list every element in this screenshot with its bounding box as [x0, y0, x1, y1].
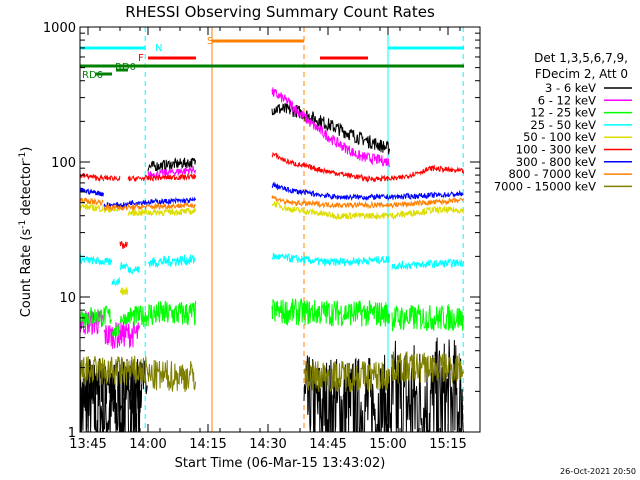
legend-entry-label-1: 6 - 12 keV — [538, 93, 596, 107]
series-line-2-6 — [391, 303, 464, 332]
x-tick-label-6: 15:15 — [429, 437, 466, 452]
series-line-8-3 — [391, 351, 464, 384]
legend-entry-label-7: 800 - 7000 keV — [508, 167, 596, 181]
series-line-5-0 — [79, 172, 104, 183]
series-line-8-0 — [79, 355, 149, 387]
series-line-1-1 — [103, 322, 121, 349]
legend-entry-label-8: 7000 - 15000 keV — [494, 179, 596, 193]
series-line-2-0 — [79, 305, 113, 327]
legend-entry-label-0: 3 - 6 keV — [545, 81, 596, 95]
series-line-2-1 — [111, 323, 121, 337]
series-line-7-3 — [271, 195, 464, 210]
y-axis: 1 10 100 1000 — [43, 21, 480, 441]
series-line-3-2 — [119, 261, 129, 270]
series-line-0-5 — [271, 102, 391, 155]
series-1 — [79, 87, 391, 349]
series-line-2-3 — [127, 305, 149, 328]
legend-entry-label-4: 50 - 100 keV — [523, 130, 596, 144]
series-line-2-4 — [147, 300, 196, 327]
series-line-0-3 — [391, 337, 464, 433]
timestamp: 26-Oct-2021 20:50 — [560, 467, 636, 476]
chart-title: RHESSI Observing Summary Count Rates — [125, 3, 435, 21]
series-line-5-3 — [127, 172, 197, 183]
x-tick-label-1: 14:00 — [129, 437, 166, 452]
series-line-3-3 — [127, 265, 141, 275]
y-tick-label-1: 10 — [59, 291, 76, 306]
status-label-rd0: RD0 — [115, 62, 136, 73]
y-tick-label-2: 100 — [51, 156, 76, 171]
status-label-f: F — [138, 53, 144, 64]
series-8 — [79, 351, 464, 393]
series-4 — [79, 201, 464, 296]
series-7 — [79, 195, 464, 212]
series-5 — [79, 151, 464, 249]
series-line-3-5 — [271, 252, 391, 267]
series-line-7-0 — [79, 197, 104, 207]
series-line-1-0 — [79, 310, 104, 335]
series-line-4-2 — [119, 286, 129, 296]
series-line-2-5 — [271, 298, 391, 327]
series-line-0-4 — [147, 157, 196, 172]
series-line-8-2 — [303, 360, 391, 393]
legend-header-line-1: Det 1,3,5,6,7,9, — [534, 51, 628, 65]
plot-area: NF S RD0 RD6 — [79, 27, 464, 433]
status-label-s: S — [207, 36, 213, 47]
series-line-3-0 — [79, 253, 113, 267]
legend-entry-label-5: 100 - 300 keV — [516, 143, 596, 157]
series-line-6-3 — [271, 181, 464, 202]
series-3 — [79, 252, 464, 287]
series-line-4-3 — [127, 207, 197, 217]
series-line-7-2 — [127, 201, 197, 211]
x-tick-label-0: 13:45 — [69, 437, 106, 452]
series-line-8-1 — [147, 360, 196, 392]
series-line-7-1 — [103, 203, 129, 212]
status-label-n: N — [155, 43, 162, 54]
series-line-1-2 — [119, 321, 141, 348]
series-line-4-4 — [271, 201, 464, 221]
legend-entry-label-3: 25 - 50 keV — [530, 118, 596, 132]
y-tick-label-0: 1 — [68, 426, 76, 441]
x-tick-label-5: 15:00 — [369, 437, 406, 452]
legend-entry-label-6: 300 - 800 keV — [516, 155, 596, 169]
x-axis: 13:45 14:00 14:15 14:30 14:45 15:00 15:15 — [69, 27, 481, 452]
series-line-3-1 — [111, 276, 121, 287]
series-2 — [79, 298, 464, 337]
series-line-2-2 — [119, 313, 129, 325]
series-line-6-2 — [127, 196, 197, 207]
y-tick-label-3: 1000 — [43, 21, 76, 36]
x-tick-label-4: 14:45 — [309, 437, 346, 452]
series-line-4-0 — [79, 202, 104, 213]
x-tick-label-2: 14:15 — [189, 437, 226, 452]
status-label-rd6: RD6 — [82, 70, 103, 81]
x-tick-label-3: 14:30 — [249, 437, 286, 452]
series-line-1-4 — [271, 87, 391, 168]
series-line-5-4 — [271, 151, 464, 184]
legend-entry-label-2: 12 - 25 keV — [530, 106, 596, 120]
x-axis-label: Start Time (06-Mar-15 13:43:02) — [175, 456, 386, 471]
series-line-1-3 — [147, 165, 196, 180]
series-line-5-1 — [103, 174, 121, 182]
y-axis-label: Count Rate (s-1 detector-1) — [18, 147, 34, 318]
legend: Det 1,3,5,6,7,9, FDecim 2, Att 0 3 - 6 k… — [494, 51, 632, 193]
legend-header-line-2: FDecim 2, Att 0 — [535, 67, 628, 81]
series-line-5-2 — [119, 241, 128, 249]
series-line-3-6 — [391, 257, 464, 271]
series-line-3-4 — [147, 254, 196, 268]
